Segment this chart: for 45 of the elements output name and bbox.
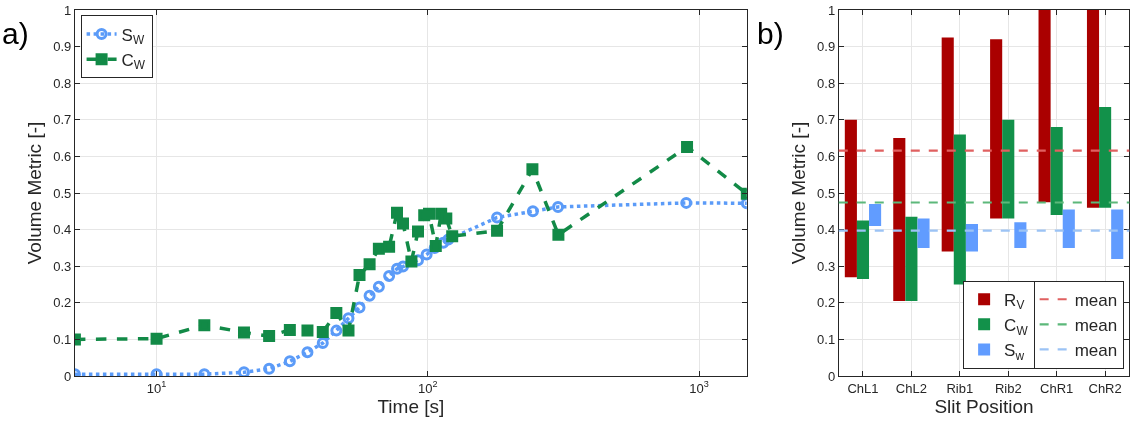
y-tick-label: 0 — [827, 368, 836, 384]
legend-label: mean — [1074, 290, 1118, 310]
x-tick-label: 10$^{1}$ — [146, 379, 167, 396]
x-tick-label: ChL2 — [895, 380, 927, 396]
legend-label: C$_{W}$ — [121, 50, 146, 73]
legend-label: C$_{W}$ — [1004, 315, 1029, 338]
y-tick-label: 0.1 — [53, 331, 72, 347]
y-tick-label: 0.9 — [817, 39, 836, 55]
x-tick-label: Rib2 — [994, 380, 1022, 396]
y-tick-label: 0.4 — [53, 222, 72, 238]
legend-label: mean — [1074, 341, 1118, 361]
x-axis-title: Slit Position — [934, 395, 1034, 417]
legend-label: S$_{w}$ — [1004, 341, 1025, 363]
y-tick-label: 0.3 — [817, 258, 836, 274]
y-tick-label: 0.3 — [53, 258, 72, 274]
y-tick-label: 0.9 — [53, 39, 72, 55]
legend-label: R$_{V}$ — [1004, 290, 1025, 313]
y-tick-label: 1 — [64, 2, 72, 18]
legend-label: mean — [1074, 315, 1118, 335]
y-tick-label: 0.8 — [53, 75, 72, 91]
text: a) — [2, 17, 29, 50]
y-axis-title: Volume Metric [-] — [787, 121, 809, 265]
x-tick-label: ChL1 — [847, 380, 879, 396]
y-tick-label: 0.2 — [53, 295, 72, 311]
x-tick-label: ChR1 — [1040, 380, 1074, 396]
y-tick-label: 0.7 — [817, 112, 836, 128]
y-tick-label: 0.5 — [53, 185, 72, 201]
y-axis-title: Volume Metric [-] — [24, 121, 46, 265]
y-tick-label: 0.5 — [817, 185, 836, 201]
x-tick-label: Rib1 — [946, 380, 974, 396]
y-tick-label: 0.7 — [53, 112, 72, 128]
x-tick-label: ChR2 — [1088, 380, 1122, 396]
y-tick-label: 0.4 — [817, 222, 836, 238]
y-tick-label: 0 — [64, 368, 72, 384]
x-tick-label: 10$^{2}$ — [418, 379, 438, 396]
y-tick-label: 0.6 — [53, 148, 72, 164]
legend-label: S$_{W}$ — [121, 25, 145, 48]
y-tick-label: 0.8 — [817, 75, 836, 91]
y-tick-label: 0.6 — [817, 148, 836, 164]
x-axis-title: Time [s] — [377, 395, 445, 417]
x-tick-label: 10$^{3}$ — [689, 379, 709, 396]
y-tick-label: 0.2 — [817, 295, 836, 311]
text: b) — [757, 17, 784, 50]
y-tick-label: 1 — [827, 2, 836, 18]
y-tick-label: 0.1 — [817, 331, 836, 347]
